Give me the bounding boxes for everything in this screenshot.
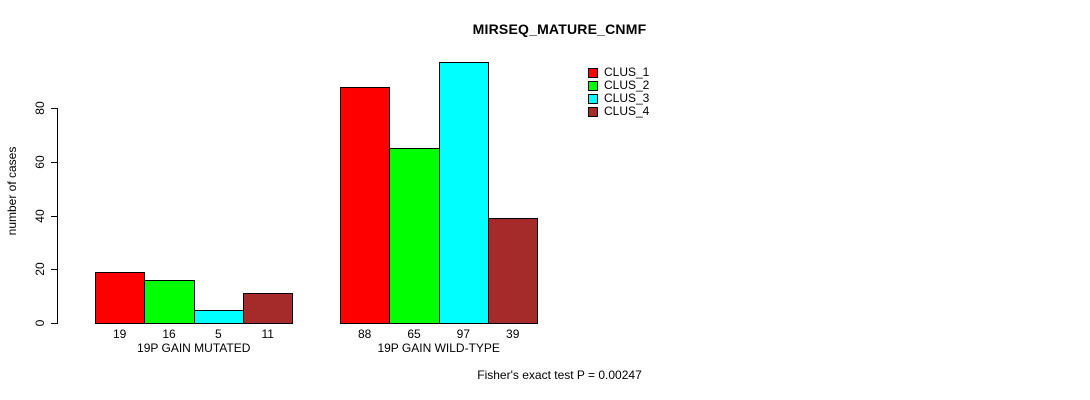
- bar-clus_4-group2: [488, 218, 539, 324]
- y-tick-mark: [51, 108, 57, 109]
- y-axis-line: [57, 108, 58, 324]
- bar-value-label: 39: [506, 327, 520, 341]
- bar-value-label: 5: [215, 327, 222, 341]
- legend-swatch-clus_2: [588, 80, 598, 91]
- bar-clus_2-group1: [144, 280, 195, 324]
- legend: CLUS_1 CLUS_2 CLUS_3 CLUS_4: [588, 66, 649, 118]
- legend-row-clus_4: CLUS_4: [588, 105, 649, 118]
- legend-swatch-clus_4: [588, 106, 598, 117]
- y-tick-label: 60: [33, 155, 47, 169]
- bar-value-label: 97: [456, 327, 471, 341]
- legend-row-clus_1: CLUS_1: [588, 66, 649, 79]
- category-label: 19P GAIN MUTATED: [137, 341, 251, 355]
- y-tick-label: 40: [33, 208, 47, 223]
- annotation-fisher-test: Fisher's exact test P = 0.00247: [477, 368, 642, 382]
- bar-clus_4-group1: [243, 293, 294, 324]
- y-tick-label: 0: [33, 319, 47, 327]
- y-tick-mark: [51, 269, 57, 271]
- bar-value-label: 11: [261, 327, 274, 341]
- chart-title: MIRSEQ_MATURE_CNMF: [472, 21, 647, 37]
- bar-value-label: 19: [112, 327, 127, 341]
- y-tick-mark: [51, 161, 57, 163]
- legend-label: CLUS_4: [604, 104, 650, 118]
- bar-clus_3-group1: [193, 309, 245, 324]
- y-tick-label: 80: [33, 101, 47, 115]
- bar-clus_1-group1: [95, 271, 146, 324]
- bar-clus_2-group2: [389, 148, 440, 324]
- legend-label: CLUS_3: [604, 91, 650, 105]
- y-tick-label: 20: [33, 262, 47, 276]
- bar-clus_1-group2: [340, 86, 391, 324]
- bar-value-label: 16: [162, 327, 176, 341]
- legend-label: CLUS_1: [604, 65, 650, 79]
- legend-swatch-clus_1: [588, 67, 598, 78]
- y-axis-label: number of cases: [5, 146, 19, 236]
- legend-row-clus_3: CLUS_3: [588, 92, 649, 105]
- y-tick-mark: [51, 323, 57, 324]
- bar-value-label: 65: [407, 327, 421, 341]
- bar-value-label: 88: [357, 327, 372, 341]
- legend-label: CLUS_2: [604, 78, 650, 92]
- y-tick-mark: [51, 215, 57, 217]
- legend-row-clus_2: CLUS_2: [588, 79, 649, 92]
- category-label: 19P GAIN WILD-TYPE: [377, 341, 500, 355]
- bar-clus_3-group2: [438, 62, 490, 324]
- legend-swatch-clus_3: [588, 93, 598, 104]
